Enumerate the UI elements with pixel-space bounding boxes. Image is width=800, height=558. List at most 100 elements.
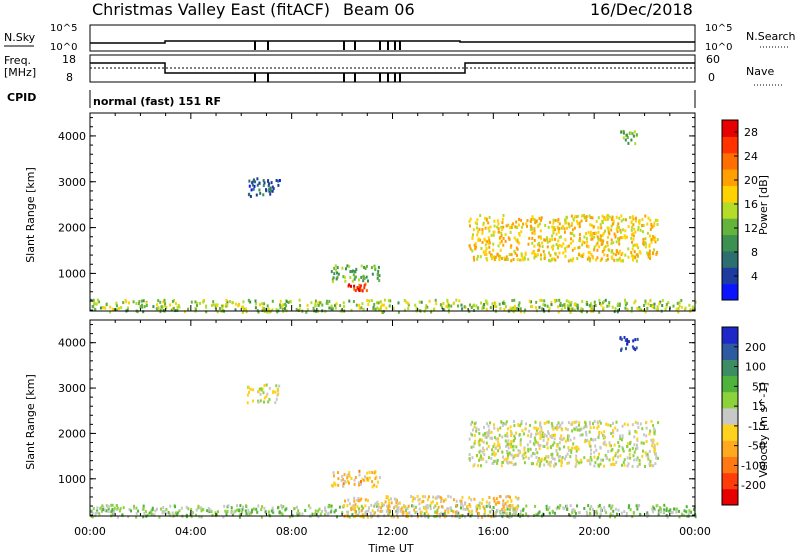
echo-cell: [524, 308, 527, 312]
echo-cell: [651, 444, 654, 448]
echo-cell: [515, 505, 518, 509]
echo-cell: [252, 388, 255, 392]
echo-cell: [501, 435, 504, 439]
echo-cell: [485, 218, 488, 222]
echo-cell: [476, 233, 479, 237]
echo-cell: [558, 425, 561, 429]
echo-cell: [177, 304, 180, 307]
echo-cell: [586, 303, 589, 306]
echo-cell: [509, 230, 512, 234]
echo-cell: [599, 236, 602, 240]
echo-cell: [613, 258, 616, 262]
colorbar-tick-label: -50: [748, 440, 766, 453]
echo-cell: [648, 462, 651, 466]
echo-cell: [202, 300, 205, 304]
echo-cell: [397, 310, 400, 314]
echo-cell: [626, 442, 629, 446]
echo-cell: [502, 243, 505, 247]
echo-cell: [176, 305, 179, 309]
echo-cell: [256, 510, 259, 514]
echo-cell: [554, 511, 556, 515]
echo-cell: [314, 513, 317, 517]
echo-cell: [657, 421, 660, 425]
echo-cell: [348, 264, 351, 268]
plot-title: Christmas Valley East (fitACF): [92, 0, 330, 19]
echo-cell: [540, 218, 542, 222]
echo-cell: [650, 438, 653, 442]
echo-cell: [367, 509, 370, 513]
echo-cell: [440, 505, 443, 509]
echo-cell: [474, 421, 477, 425]
echo-cell: [513, 439, 515, 442]
echo-cell: [515, 220, 518, 224]
echo-cell: [487, 504, 490, 508]
echo-cell: [600, 303, 603, 307]
echo-cell: [540, 253, 542, 257]
echo-cell: [259, 191, 262, 195]
echo-cell: [351, 505, 354, 509]
echo-cell: [540, 236, 543, 240]
echo-cell: [245, 310, 248, 314]
echo-cell: [551, 509, 554, 513]
echo-cell: [460, 506, 462, 510]
echo-cell: [247, 510, 250, 514]
echo-cell: [554, 219, 557, 222]
echo-cell: [656, 308, 659, 312]
echo-cell: [621, 251, 624, 255]
echo-cell: [480, 502, 483, 505]
echo-cell: [361, 508, 363, 512]
echo-cell: [494, 446, 497, 450]
echo-cell: [621, 228, 624, 232]
echo-cell: [502, 214, 505, 217]
echo-cell: [363, 265, 366, 269]
echo-cell: [602, 306, 605, 310]
echo-cell: [488, 245, 491, 249]
echo-cell: [499, 254, 502, 258]
echo-cell: [318, 507, 321, 511]
echo-cell: [487, 431, 490, 435]
echo-cell: [241, 310, 244, 314]
echo-cell: [330, 270, 333, 274]
echo-cell: [573, 247, 576, 250]
echo-cell: [334, 264, 337, 268]
echo-cell: [590, 437, 593, 441]
echo-cell: [564, 457, 566, 461]
echo-cell: [614, 507, 617, 511]
echo-cell: [663, 508, 666, 512]
echo-cell: [209, 508, 212, 512]
echo-cell: [478, 506, 481, 510]
echo-cell: [376, 504, 379, 508]
echo-cell: [525, 422, 528, 426]
echo-cell: [610, 444, 612, 448]
freq-label-2: [MHz]: [4, 66, 36, 79]
echo-cell: [663, 503, 666, 507]
echo-cell: [424, 306, 427, 310]
echo-cell: [367, 279, 369, 283]
colorbar-tick-label: 15: [752, 400, 766, 413]
echo-cell: [520, 230, 523, 234]
echo-cell: [269, 192, 272, 196]
echo-cell: [343, 275, 346, 279]
echo-cell: [90, 515, 93, 519]
echo-cell: [653, 449, 656, 453]
echo-cell: [486, 422, 489, 426]
echo-cell: [530, 454, 533, 458]
echo-cell: [522, 222, 525, 226]
echo-cell: [358, 507, 360, 511]
echo-cell: [488, 496, 491, 499]
echo-cell: [595, 509, 598, 513]
echo-cell: [445, 304, 448, 308]
echo-cell: [256, 177, 259, 181]
echo-cell: [615, 228, 618, 232]
echo-cell: [535, 426, 538, 430]
echo-cell: [506, 434, 509, 438]
echo-cell: [341, 475, 344, 478]
echo-cell: [621, 438, 623, 442]
echo-cell: [514, 306, 516, 310]
echo-cell: [174, 505, 176, 509]
echo-cell: [164, 304, 167, 307]
echo-cell: [543, 254, 546, 258]
echo-cell: [608, 232, 611, 236]
echo-cell: [157, 306, 160, 310]
echo-cell: [268, 513, 271, 517]
